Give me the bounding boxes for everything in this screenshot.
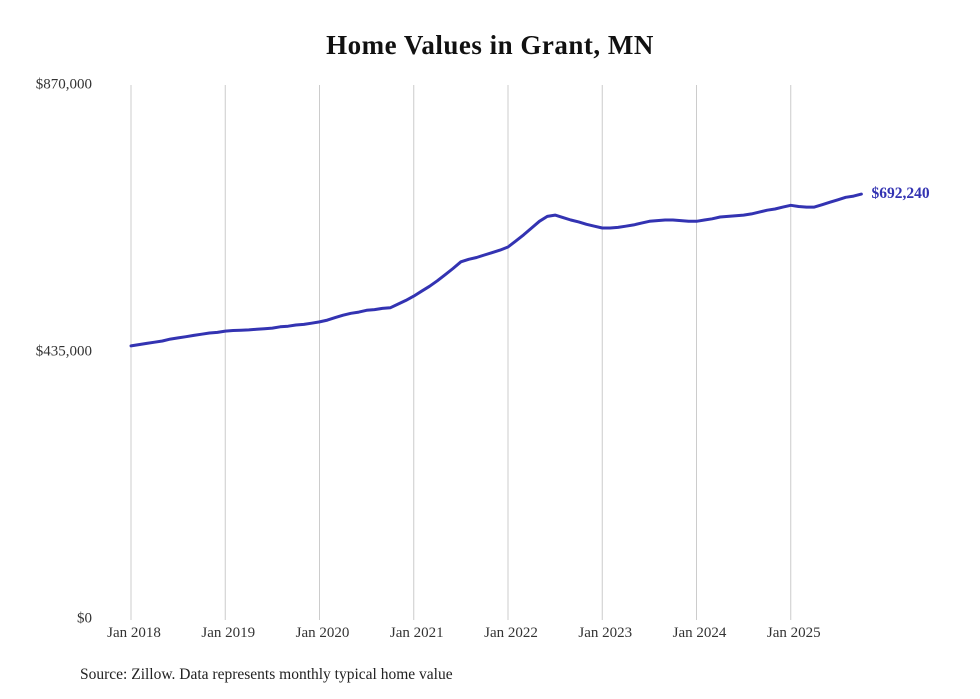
chart-title: Home Values in Grant, MN [326,30,654,60]
x-tick-label: Jan 2019 [201,625,256,641]
y-tick-label: $870,000 [35,76,92,93]
y-tick-label: $435,000 [35,343,92,360]
home-value-line [129,192,863,348]
x-tick-label: Jan 2022 [484,625,538,641]
x-tick-label: Jan 2018 [107,625,161,641]
x-tick-label: Jan 2020 [295,625,350,641]
y-tick-label: $0 [77,610,92,627]
x-tick-label: Jan 2025 [766,625,821,641]
x-tick-label: Jan 2023 [578,625,633,641]
x-tick-label: Jan 2021 [389,625,444,641]
latest-value-label: $692,240 [871,185,930,203]
x-tick-label: Jan 2024 [672,625,727,641]
source-note: Source: Zillow. Data represents monthly … [80,666,453,683]
